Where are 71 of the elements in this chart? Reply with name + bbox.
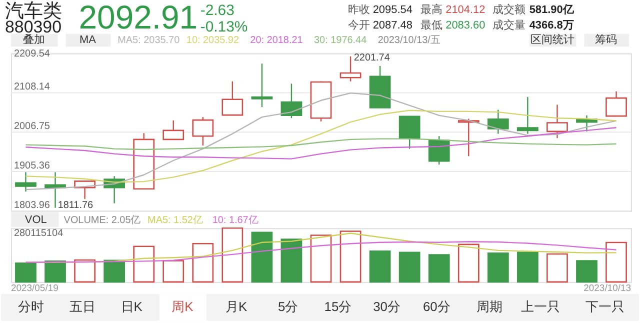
bar bbox=[606, 242, 627, 283]
text: 成交量 bbox=[492, 18, 526, 32]
bar bbox=[222, 227, 244, 283]
text: 周期 bbox=[476, 298, 502, 314]
text: 周K bbox=[172, 298, 194, 314]
text: 2083.60 bbox=[446, 20, 486, 32]
bar bbox=[251, 232, 273, 283]
text: 4366.8万 bbox=[529, 20, 574, 32]
bar bbox=[44, 260, 66, 283]
bar bbox=[280, 238, 302, 283]
text: MA5: 1.52亿 bbox=[148, 215, 203, 226]
annotation: 1811.76 bbox=[58, 200, 94, 212]
text: 15分 bbox=[324, 298, 352, 314]
bar bbox=[576, 260, 598, 283]
text: 5分 bbox=[278, 298, 298, 314]
text: VOL bbox=[24, 214, 47, 226]
text: 2095.54 bbox=[372, 4, 412, 16]
text: 10: 2035.92 bbox=[186, 35, 240, 46]
text: 581.90亿 bbox=[529, 4, 575, 16]
text: 区间统计 bbox=[530, 33, 574, 46]
y-tick-label: 2108.14 bbox=[14, 82, 50, 93]
y-tick-label: 1905.36 bbox=[14, 160, 50, 172]
bar bbox=[310, 234, 332, 283]
text: 成交额 bbox=[492, 2, 526, 16]
text: 20: 2018.21 bbox=[250, 35, 304, 46]
text: 2092.91 bbox=[78, 0, 198, 36]
text: -0.13% bbox=[200, 18, 248, 36]
text: 2087.48 bbox=[372, 20, 412, 32]
text: 2023/10/13/五 bbox=[378, 35, 440, 46]
bar bbox=[162, 260, 184, 283]
bar bbox=[369, 250, 391, 283]
text: 上一只 bbox=[520, 298, 560, 314]
text: MA5: 2035.70 bbox=[118, 35, 180, 46]
text: 今开 bbox=[348, 20, 370, 32]
annotation: 2201.74 bbox=[354, 52, 390, 64]
text: 最低 bbox=[420, 20, 443, 32]
text: 筹码 bbox=[595, 34, 618, 46]
bar bbox=[516, 252, 538, 283]
text: 昨收 bbox=[348, 4, 370, 16]
text: 10: 1.67亿 bbox=[212, 215, 258, 226]
text: VOLUME: 2.05亿 bbox=[64, 215, 141, 226]
bar bbox=[398, 252, 420, 283]
bar bbox=[428, 254, 450, 283]
text: 60分 bbox=[422, 298, 450, 314]
text: MA bbox=[80, 34, 97, 46]
text: 下一只 bbox=[586, 298, 625, 314]
bar bbox=[192, 243, 214, 283]
bar bbox=[104, 260, 125, 283]
text: 日K bbox=[120, 298, 143, 314]
y-tick-label: 2209.54 bbox=[14, 48, 50, 60]
y-tick-label: 1803.96 bbox=[14, 200, 50, 211]
bar bbox=[133, 246, 155, 283]
text: -2.63 bbox=[200, 2, 234, 19]
bar bbox=[546, 253, 568, 283]
text: 2104.12 bbox=[446, 4, 486, 16]
bar bbox=[74, 259, 96, 283]
text: 30: 1976.44 bbox=[314, 35, 368, 46]
text: 五日 bbox=[70, 298, 96, 314]
text: 2023/10/13 bbox=[584, 282, 632, 294]
text: 2023/05/19 bbox=[10, 282, 58, 294]
bar bbox=[487, 252, 509, 283]
text: 最高 bbox=[420, 2, 443, 16]
bar bbox=[340, 230, 362, 283]
text: 分时 bbox=[18, 298, 44, 314]
y-tick-label: 2006.75 bbox=[14, 121, 50, 132]
bar bbox=[458, 244, 480, 283]
annotation: 280115104 bbox=[14, 228, 64, 240]
bar bbox=[15, 262, 36, 283]
text: 月K bbox=[225, 298, 248, 314]
chart-title: 汽车类 bbox=[4, 0, 62, 22]
text: 30分 bbox=[373, 298, 400, 314]
